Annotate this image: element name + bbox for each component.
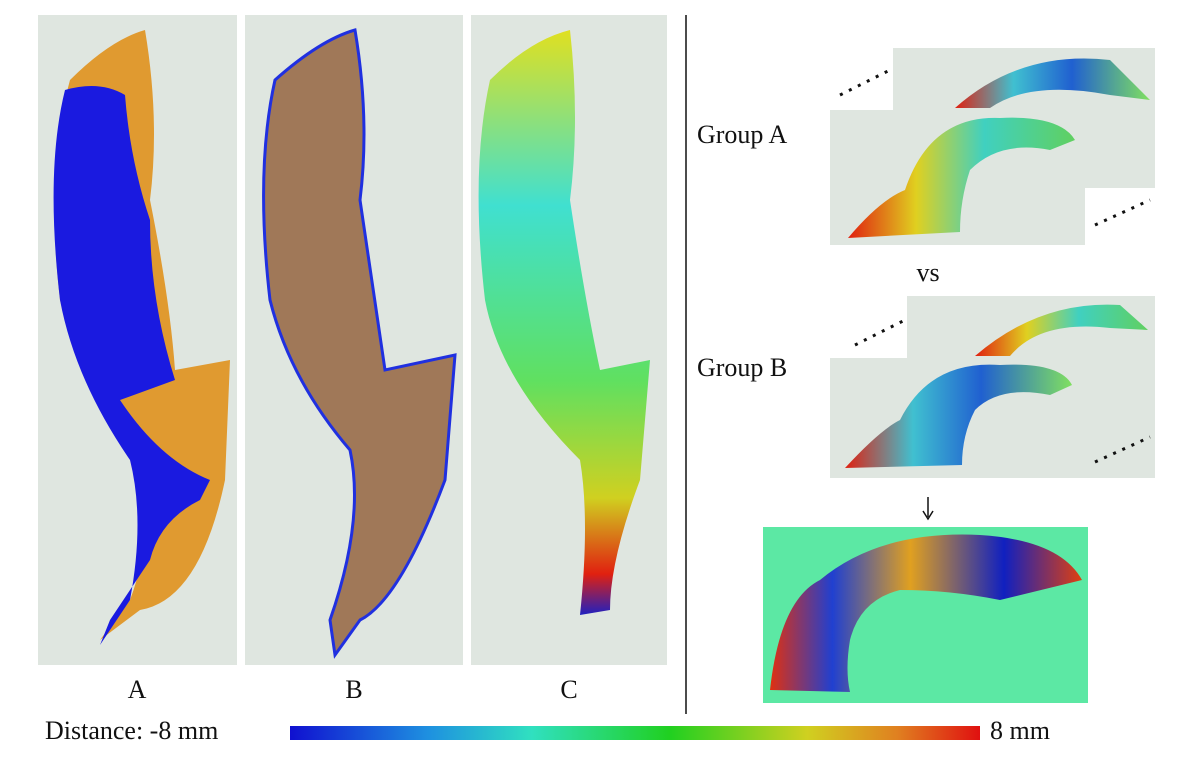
group-label: Group B (697, 353, 787, 382)
arch (848, 117, 1075, 238)
shape-wireframe (262, 28, 457, 659)
arrow-head (922, 510, 934, 521)
arch (770, 534, 1082, 692)
dots (854, 318, 906, 347)
comparison: vs (916, 258, 939, 287)
panel-label: A (128, 675, 147, 704)
panel-label: C (560, 675, 577, 704)
colorbar-min-label: Distance: -8 mm (45, 716, 218, 745)
dots (839, 68, 891, 97)
colorbar (290, 726, 980, 740)
dots (1094, 198, 1151, 227)
shape-heatmap (478, 30, 650, 615)
group-label: Group A (697, 120, 788, 149)
arch (975, 304, 1148, 356)
colorbar-max-label: 8 mm (990, 716, 1050, 745)
panel-label: B (345, 675, 362, 704)
arch (955, 58, 1150, 108)
shape-blue (53, 86, 210, 645)
dots (1094, 435, 1151, 464)
arch (845, 364, 1072, 468)
